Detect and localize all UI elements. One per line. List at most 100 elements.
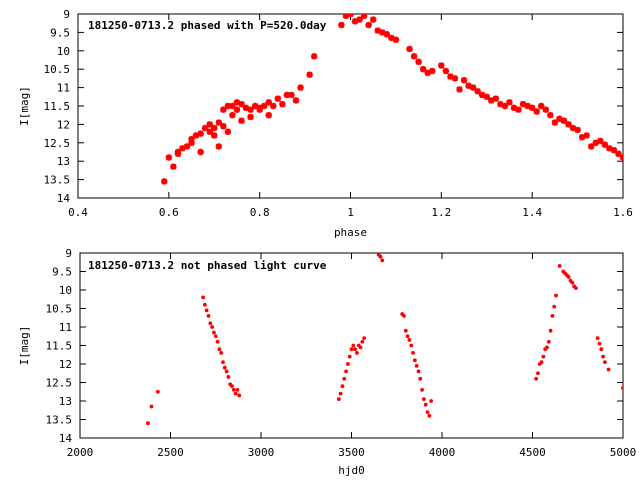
data-point: [202, 302, 207, 307]
data-point: [565, 121, 572, 128]
data-point: [388, 34, 395, 42]
y-tick-label: 11.5: [44, 100, 71, 113]
data-point: [347, 354, 352, 359]
data-point: [211, 124, 218, 132]
data-point: [560, 117, 568, 124]
data-point: [231, 388, 236, 392]
data-point: [488, 97, 495, 104]
x-tick-label: 4000: [429, 446, 456, 459]
y-tick-label: 9.5: [50, 26, 70, 39]
data-point: [179, 145, 186, 152]
data-point: [220, 106, 227, 113]
data-point: [204, 308, 209, 313]
data-point: [533, 108, 540, 115]
data-point: [265, 99, 272, 106]
y-tick-label: 9: [63, 8, 70, 21]
x-axis-label: phase: [334, 226, 367, 239]
data-point: [416, 369, 421, 374]
data-point: [224, 369, 229, 374]
data-point: [597, 137, 604, 145]
data-point: [423, 402, 428, 407]
chart-title: 181250-0713.2 not phased light curve: [88, 259, 327, 272]
data-point: [592, 139, 599, 146]
data-point: [197, 130, 204, 137]
data-point: [392, 36, 400, 43]
data-point: [501, 102, 509, 110]
data-point: [479, 91, 486, 99]
data-point: [265, 112, 272, 119]
data-point: [235, 388, 240, 392]
data-point: [383, 31, 391, 38]
data-point: [376, 253, 378, 254]
data-point: [349, 347, 354, 352]
data-point: [380, 258, 385, 263]
data-point: [355, 351, 359, 355]
data-point: [601, 354, 605, 359]
data-point: [212, 330, 216, 335]
data-point: [336, 397, 341, 402]
x-tick-label: 1.4: [522, 206, 542, 219]
data-point: [410, 53, 418, 60]
data-point: [599, 347, 604, 352]
data-point: [447, 73, 454, 80]
data-point: [545, 345, 549, 350]
y-tick-label: 10: [57, 45, 70, 58]
data-point: [606, 367, 611, 372]
data-point: [174, 150, 182, 158]
data-point: [552, 304, 557, 309]
data-point: [283, 91, 291, 99]
data-point: [197, 148, 204, 156]
y-tick-label: 14: [57, 192, 71, 205]
data-point: [365, 21, 372, 29]
data-point: [340, 384, 345, 389]
unphased-light-curve-panel: 181250-0713.2 not phased light curve hjd…: [18, 247, 636, 477]
data-point: [270, 102, 277, 110]
data-point: [574, 126, 581, 134]
data-point: [233, 99, 241, 106]
data-point: [297, 84, 304, 91]
data-point: [206, 121, 213, 128]
data-point: [412, 358, 417, 363]
data-point: [419, 66, 427, 73]
data-point: [528, 104, 536, 112]
data-point: [210, 325, 215, 329]
data-point: [597, 341, 602, 346]
data-point: [233, 106, 241, 113]
data-point: [402, 314, 406, 318]
data-point: [288, 91, 295, 99]
data-point: [256, 104, 263, 112]
y-tick-label: 10.5: [44, 63, 71, 76]
data-point: [595, 336, 600, 340]
data-point: [588, 143, 595, 150]
data-point: [215, 339, 220, 344]
data-point: [226, 375, 231, 379]
data-point: [215, 119, 222, 126]
y-tick-label: 13: [57, 155, 70, 168]
data-point: [279, 100, 286, 108]
data-point: [206, 314, 211, 318]
x-tick-label: 2000: [67, 446, 94, 459]
data-point: [378, 254, 383, 259]
data-point: [183, 143, 191, 150]
data-point: [224, 102, 232, 110]
data-point: [217, 347, 222, 352]
data-point: [206, 128, 213, 135]
data-point: [360, 14, 368, 20]
data-point: [215, 143, 222, 150]
data-point: [360, 339, 365, 344]
data-point: [238, 100, 245, 108]
data-point: [519, 100, 527, 108]
data-point: [538, 102, 545, 110]
data-point: [492, 95, 500, 102]
data-point: [610, 146, 618, 154]
data-point: [347, 14, 354, 18]
data-point: [414, 363, 419, 368]
data-point: [374, 27, 381, 34]
y-tick-label: 11: [59, 321, 72, 334]
data-point: [541, 354, 546, 359]
data-point: [229, 112, 236, 119]
data-point: [542, 106, 549, 113]
data-point: [379, 29, 386, 36]
data-point: [456, 86, 463, 93]
data-point: [237, 393, 242, 398]
